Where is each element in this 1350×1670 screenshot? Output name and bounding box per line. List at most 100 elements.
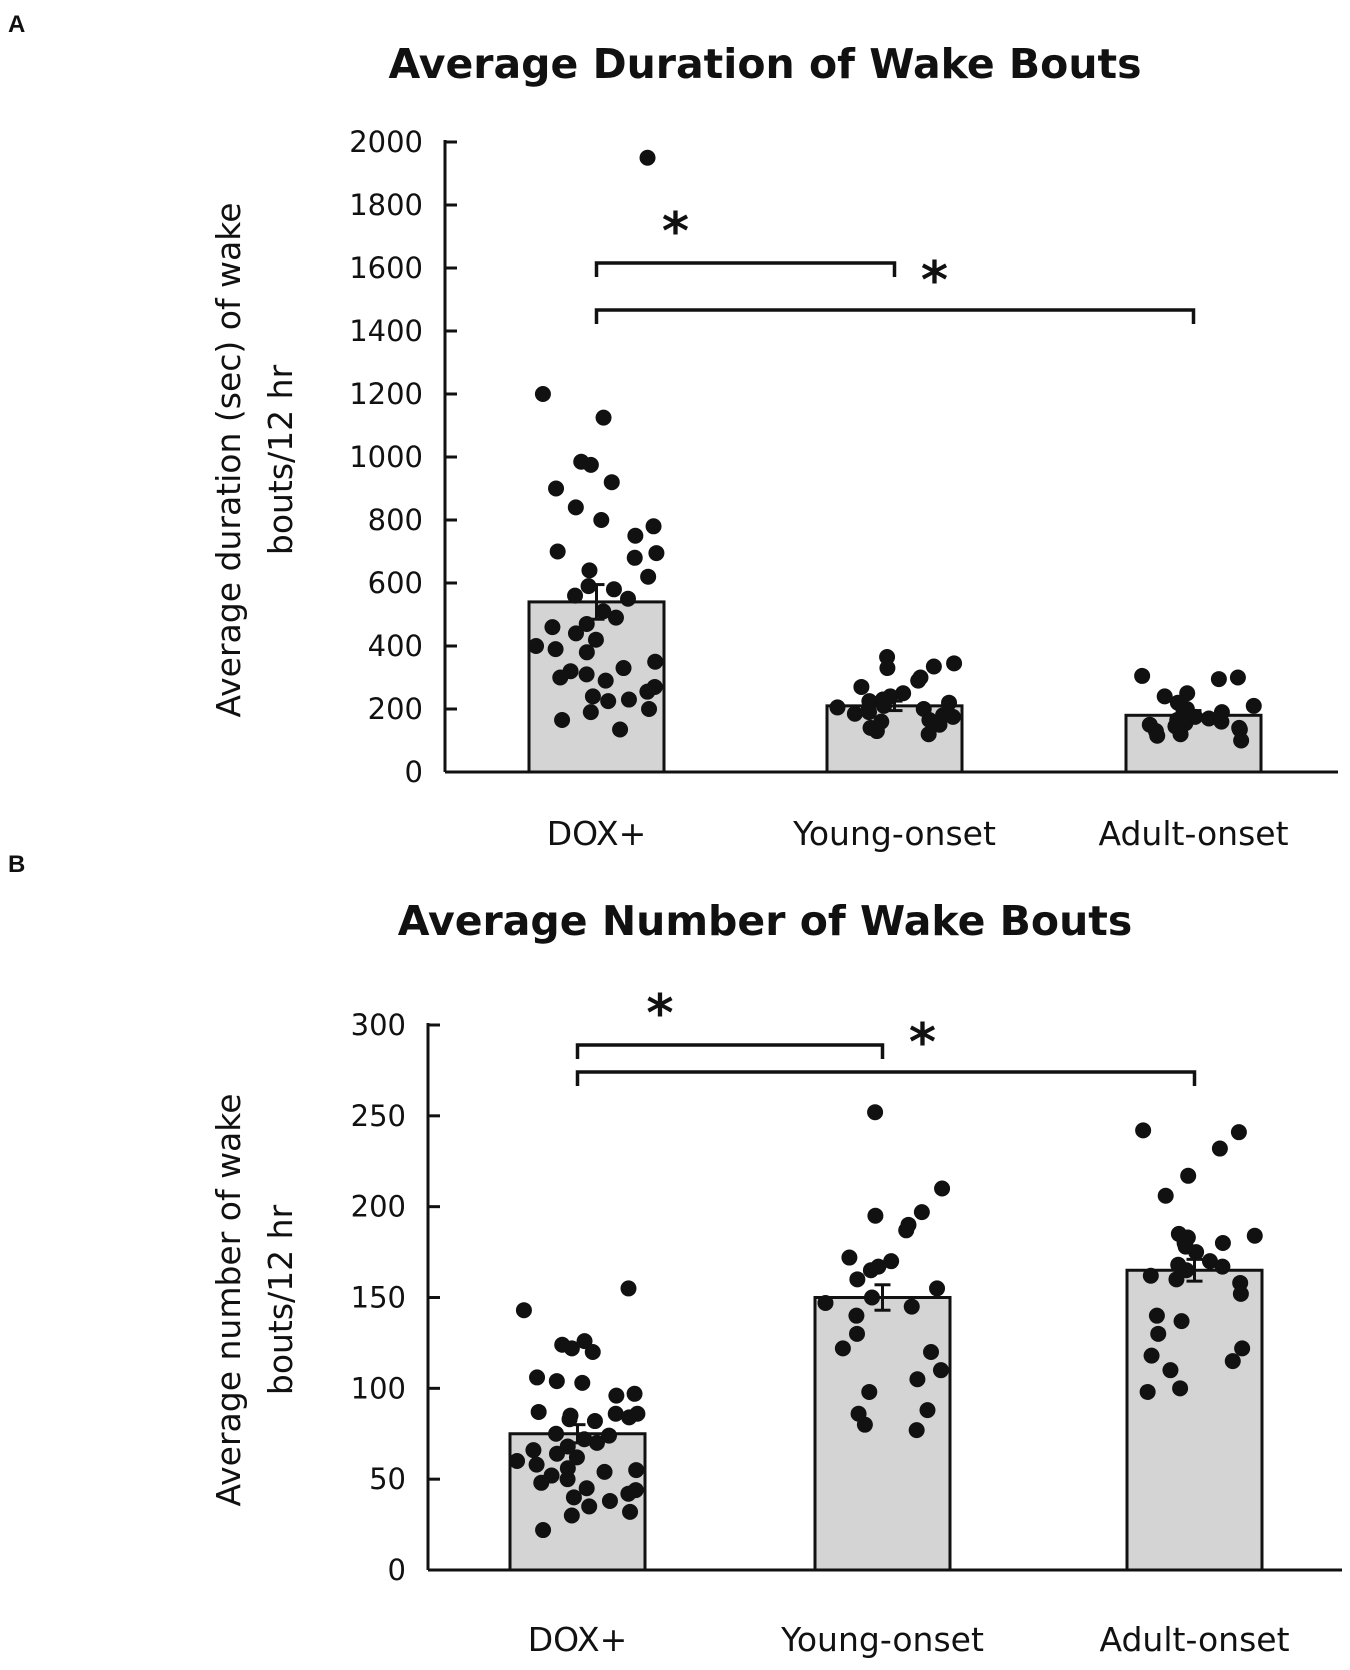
panel-b-point-2-2	[1211, 1140, 1228, 1157]
panel-b-point-0-18	[548, 1425, 565, 1442]
panel-b-title: Average Number of Wake Bouts	[398, 897, 1133, 945]
panel-b-ytick-label-100: 100	[351, 1371, 406, 1405]
panel-b-point-0-34	[578, 1480, 595, 1497]
panel-a-point-1-6	[853, 678, 870, 695]
panel-b-sig-bracket-0	[575, 1043, 885, 1059]
panel-b-point-0-39	[581, 1498, 598, 1515]
panel-a-category-label-2: Adult-onset	[1098, 814, 1288, 853]
panel-a-point-0-18	[567, 587, 584, 604]
panel-b-point-0-36	[620, 1485, 637, 1502]
panel-b-point-0-6	[529, 1369, 546, 1386]
panel-b-ytick-label-50: 50	[369, 1462, 406, 1496]
panel-a-ytick-label-2000: 2000	[349, 125, 423, 159]
panel-b-ytick-label-300: 300	[351, 1008, 406, 1042]
panel-b-point-0-24	[548, 1445, 565, 1462]
panel-b-point-1-20	[909, 1371, 926, 1388]
panel-a-point-0-39	[600, 693, 617, 710]
panel-a-point-0-17	[605, 581, 622, 598]
panel-a-point-0-7	[567, 499, 584, 516]
panel-b-category-label-2: Adult-onset	[1099, 1620, 1289, 1659]
panel-b-ytick-label-200: 200	[351, 1190, 406, 1224]
panel-a-point-0-14	[581, 562, 598, 579]
panel-b-point-1-17	[834, 1340, 851, 1357]
panel-b-point-1-19	[932, 1362, 949, 1379]
panel-b-point-1-3	[867, 1207, 884, 1224]
panel-b-point-0-7	[548, 1373, 565, 1390]
panel-b-point-1-1	[934, 1180, 951, 1197]
panel-b-point-2-3	[1180, 1167, 1197, 1184]
panel-a-sig-bracket-1	[594, 308, 1196, 324]
panel-b-point-0-15	[621, 1409, 638, 1426]
panel-b-point-1-13	[817, 1294, 834, 1311]
panel-b-point-2-12	[1201, 1253, 1218, 1270]
panel-b-point-0-0	[620, 1280, 637, 1297]
panel-b-point-0-19	[601, 1427, 618, 1444]
panel-b-point-2-24	[1143, 1347, 1160, 1364]
panel-b-point-2-6	[1246, 1227, 1263, 1244]
panel-a-point-0-19	[620, 590, 637, 607]
panel-b-sig-bracket-1	[575, 1070, 1197, 1086]
panel-a-point-0-23	[544, 619, 561, 636]
panel-a-point-0-40	[641, 701, 658, 717]
panel-b-point-0-13	[607, 1405, 624, 1422]
panel-b-point-2-20	[1148, 1307, 1165, 1324]
panel-b-point-2-25	[1224, 1353, 1241, 1370]
panel-b-point-0-21	[588, 1434, 605, 1451]
panel-b-point-1-15	[848, 1307, 865, 1324]
panel-b-point-2-21	[1173, 1313, 1190, 1330]
panel-a-point-0-26	[528, 638, 545, 654]
panel-b-bar-2	[1125, 1268, 1264, 1572]
panel-a-ylabel-line-1: Average duration (sec) of wake	[209, 203, 248, 718]
panel-b-point-1-12	[863, 1289, 880, 1306]
panel-b-category-label-1: Young-onset	[780, 1620, 984, 1659]
panel-b-point-1-18	[923, 1344, 940, 1360]
panel-a-point-1-25	[920, 726, 937, 743]
panel-a-point-0-34	[597, 672, 614, 689]
panel-a-point-0-42	[554, 712, 571, 729]
panel-b-ytick-label-250: 250	[351, 1099, 406, 1133]
panel-b-point-0-33	[533, 1474, 550, 1491]
panel-b-point-0-27	[528, 1456, 545, 1473]
panel-b-ytick-label-150: 150	[351, 1281, 406, 1315]
panel-b-point-0-9	[626, 1385, 643, 1402]
panel-b-point-0-37	[565, 1489, 582, 1506]
panel-b-point-1-9	[862, 1262, 879, 1279]
panel-a-point-2-12	[1200, 710, 1217, 727]
panel-b-point-0-32	[559, 1471, 576, 1488]
panel-a-point-0-36	[639, 683, 656, 700]
panel-b-sig-star-0: *	[646, 984, 673, 1044]
panel-a-point-0-25	[587, 631, 604, 648]
panel-b-label: B	[8, 851, 25, 878]
panel-a-ytick-label-0: 0	[405, 755, 423, 789]
panel-a-plot: 0 200 400 600 800 1000 1200 1400 1600 1800 2000 DOX…	[349, 125, 1338, 853]
panel-a-point-1-3	[879, 660, 896, 677]
panel-a-point-0-5	[603, 474, 620, 491]
panel-b-point-1-11	[929, 1280, 946, 1297]
panel-b-point-1-25	[908, 1422, 925, 1439]
panel-b-point-2-22	[1150, 1325, 1167, 1342]
panel-a-point-0-38	[620, 691, 637, 708]
panel-b-point-2-9	[1214, 1235, 1231, 1251]
panel-a-point-0-13	[626, 549, 643, 566]
panel-a-ylabel-line-2: bouts/12 hr	[261, 364, 300, 555]
panel-b-point-0-17	[586, 1413, 603, 1430]
panel-a-point-0-32	[578, 666, 595, 683]
panel-a-point-0-16	[580, 578, 597, 595]
panel-a-point-0-6	[548, 480, 565, 497]
panel-b-point-2-0	[1135, 1122, 1152, 1139]
panel-b-plot: 0 50 100 150 200 250 300 DOX+ Young-onset Adult-o…	[351, 984, 1342, 1659]
panel-a-point-0-9	[645, 518, 662, 535]
panel-a-ytick-label-1200: 1200	[349, 377, 423, 411]
panel-b-point-0-10	[608, 1387, 625, 1404]
panel-b-ylabel-line-1: Average number of wake	[209, 1093, 248, 1506]
panel-b-point-1-22	[919, 1402, 936, 1419]
panel-b-ylabel-line-2: bouts/12 hr	[261, 1204, 300, 1395]
panel-a-point-2-21	[1172, 726, 1189, 743]
panel-a-point-0-8	[593, 512, 610, 528]
panel-b-point-1-24	[856, 1416, 873, 1433]
panel-b-point-0-30	[596, 1463, 613, 1480]
panel-b-ytick-label-0: 0	[388, 1553, 406, 1587]
panel-a-point-0-37	[584, 688, 601, 705]
panel-b-point-0-2	[576, 1333, 593, 1350]
